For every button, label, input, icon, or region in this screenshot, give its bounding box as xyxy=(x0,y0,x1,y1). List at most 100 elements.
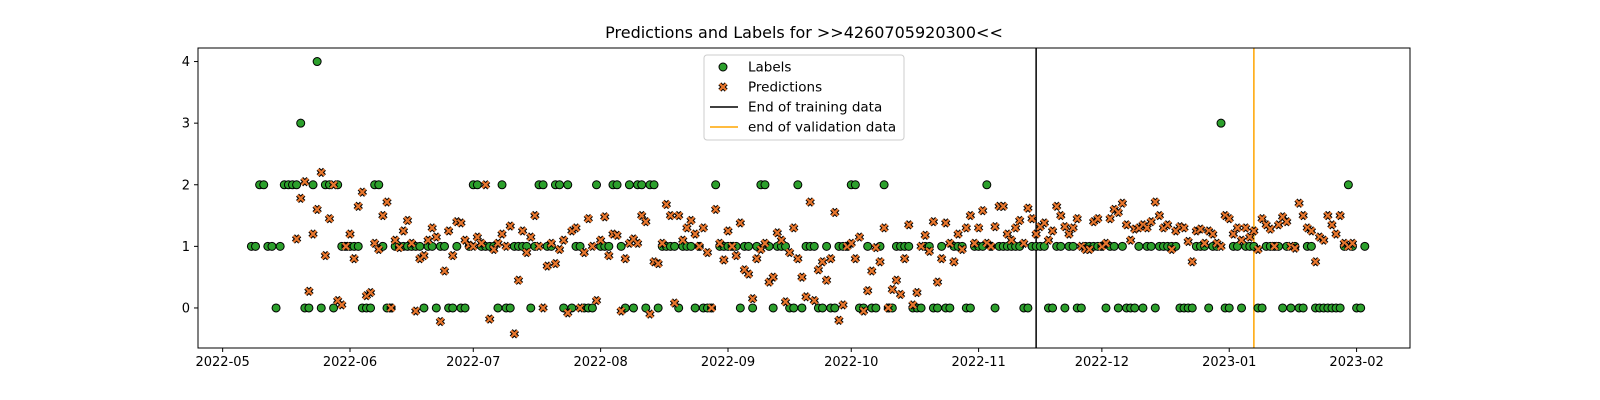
prediction-marker xyxy=(304,286,314,297)
label-point xyxy=(329,303,339,313)
label-point xyxy=(1278,303,1288,313)
x-tick-label: 2022-11 xyxy=(951,355,1005,370)
label-point xyxy=(744,241,754,251)
prediction-marker xyxy=(406,238,417,248)
label-point xyxy=(624,180,634,190)
prediction-marker xyxy=(1031,229,1041,239)
prediction-marker xyxy=(1027,213,1037,224)
prediction-marker xyxy=(669,298,680,308)
prediction-marker xyxy=(1290,243,1300,253)
legend-box xyxy=(703,54,905,141)
prediction-marker xyxy=(353,201,363,212)
prediction-marker xyxy=(1093,213,1103,224)
prediction-marker xyxy=(349,253,359,264)
label-point xyxy=(850,180,860,190)
prediction-marker xyxy=(546,238,557,248)
prediction-marker xyxy=(912,287,922,298)
prediction-marker xyxy=(953,229,963,239)
label-point xyxy=(735,303,745,313)
label-point xyxy=(990,303,1000,313)
prediction-marker xyxy=(665,210,676,221)
prediction-marker xyxy=(760,238,770,248)
prediction-marker xyxy=(468,241,478,252)
prediction-marker xyxy=(382,197,392,207)
label-point xyxy=(1356,303,1366,313)
prediction-marker xyxy=(509,329,520,339)
axes-frame xyxy=(197,47,1411,349)
label-point xyxy=(879,180,889,190)
label-point xyxy=(793,180,803,190)
prediction-marker xyxy=(583,213,593,224)
label-point xyxy=(452,241,462,251)
prediction-marker xyxy=(641,217,651,227)
prediction-marker xyxy=(394,242,404,253)
label-point xyxy=(267,241,277,251)
prediction-marker xyxy=(645,309,655,319)
prediction-marker xyxy=(501,241,511,252)
prediction-marker xyxy=(957,244,967,255)
label-point xyxy=(555,180,565,190)
prediction-marker xyxy=(1113,207,1123,218)
prediction-marker xyxy=(657,238,667,248)
label-point xyxy=(933,303,943,313)
label-point xyxy=(982,180,992,190)
prediction-marker xyxy=(998,201,1008,212)
prediction-marker xyxy=(1208,229,1218,239)
prediction-marker xyxy=(776,235,787,245)
prediction-marker xyxy=(941,218,951,228)
label-point xyxy=(415,241,425,251)
prediction-marker xyxy=(661,199,672,210)
prediction-marker xyxy=(1056,210,1066,221)
prediction-marker xyxy=(780,297,791,307)
prediction-marker xyxy=(784,247,795,258)
label-point xyxy=(1286,303,1296,313)
prediction-marker xyxy=(969,238,980,248)
prediction-marker xyxy=(978,205,988,216)
prediction-marker xyxy=(435,316,446,327)
prediction-marker xyxy=(891,275,902,285)
label-point xyxy=(817,303,827,313)
label-point xyxy=(616,241,626,251)
label-point xyxy=(472,180,482,190)
label-point xyxy=(374,180,384,190)
prediction-marker xyxy=(1179,223,1189,233)
label-point xyxy=(768,303,778,313)
prediction-marker xyxy=(1253,244,1263,255)
prediction-marker xyxy=(768,272,778,282)
label-point xyxy=(965,303,975,313)
prediction-marker xyxy=(411,306,421,316)
prediction-marker xyxy=(1150,197,1160,207)
prediction-marker xyxy=(1331,229,1341,239)
prediction-marker xyxy=(296,193,306,203)
x-tick-label: 2022-08 xyxy=(573,355,627,370)
prediction-marker xyxy=(895,289,906,300)
prediction-marker xyxy=(320,250,331,261)
prediction-marker xyxy=(1039,218,1050,228)
prediction-marker xyxy=(924,246,934,256)
prediction-marker xyxy=(747,294,758,304)
prediction-marker xyxy=(591,295,602,306)
label-point xyxy=(505,303,515,313)
legend: Labels Predictions End of training data end… xyxy=(703,54,905,141)
prediction-marker xyxy=(312,204,322,215)
label-point xyxy=(809,241,819,251)
label-point xyxy=(448,303,458,313)
label-point xyxy=(612,180,622,190)
label-point xyxy=(1298,303,1308,313)
label-point xyxy=(863,241,873,251)
prediction-marker xyxy=(398,226,409,236)
prediction-marker xyxy=(875,257,885,267)
prediction-marker xyxy=(1167,244,1177,255)
prediction-marker xyxy=(1084,244,1095,255)
label-point xyxy=(275,241,285,251)
label-point xyxy=(1146,241,1156,251)
label-point xyxy=(649,180,659,190)
label-point xyxy=(797,303,807,313)
label-point xyxy=(526,303,536,313)
prediction-marker xyxy=(789,223,799,233)
prediction-marker xyxy=(674,210,684,221)
prediction-marker xyxy=(1183,236,1193,247)
prediction-marker xyxy=(1101,238,1111,248)
prediction-marker xyxy=(899,253,910,264)
